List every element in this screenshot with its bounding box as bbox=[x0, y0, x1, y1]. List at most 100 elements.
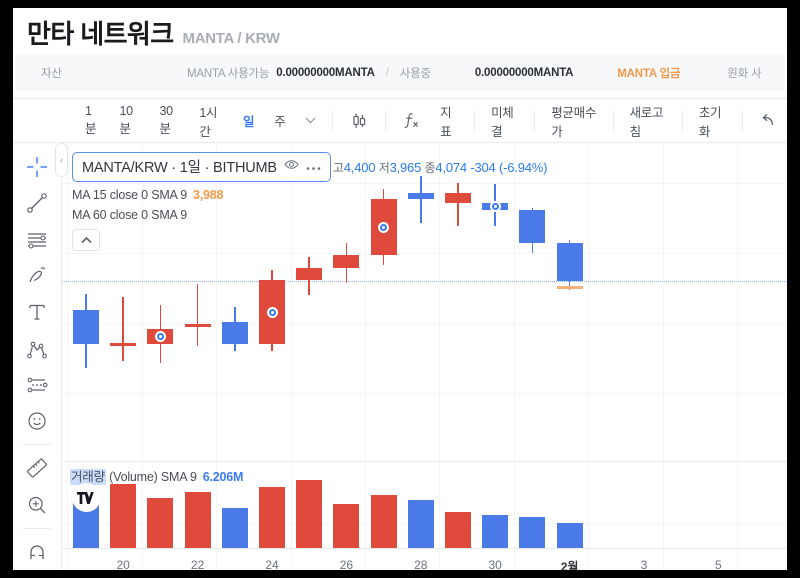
grid-line-v bbox=[513, 143, 515, 570]
candle-body bbox=[73, 310, 99, 345]
close-key: 종 bbox=[424, 161, 436, 176]
toolbar-divider-2 bbox=[385, 110, 387, 131]
interval-10m[interactable]: 10분 bbox=[119, 104, 134, 136]
candle-wick bbox=[457, 182, 459, 227]
candle-wick bbox=[420, 175, 422, 223]
toolbar-divider-5 bbox=[612, 110, 614, 131]
toolbar-divider-6 bbox=[682, 110, 683, 131]
trend-line-tool-icon[interactable] bbox=[18, 185, 56, 221]
toolbar-divider-4 bbox=[534, 110, 536, 131]
reset-button[interactable]: 초기화 bbox=[698, 105, 722, 139]
x-axis-label: 2월 bbox=[560, 560, 579, 570]
volume-title-highlight: 거래량 bbox=[70, 469, 106, 485]
header-divider bbox=[13, 98, 787, 99]
inuse-value: 0.00000000MANTA bbox=[474, 66, 574, 79]
brush-tool-icon[interactable] bbox=[18, 258, 56, 294]
magnet-tool-icon[interactable] bbox=[18, 534, 56, 570]
chevron-down-icon[interactable] bbox=[295, 99, 326, 143]
zoom-in-tool-icon[interactable] bbox=[18, 487, 56, 523]
crosshair-tool-icon[interactable] bbox=[18, 149, 56, 185]
collapse-toolbar-handle[interactable]: ‹ bbox=[55, 143, 68, 177]
volume-pane-divider bbox=[62, 461, 787, 462]
measure-tool-icon[interactable] bbox=[18, 450, 56, 486]
volume-pane: 거래량 (Volume) SMA 9 6.206M bbox=[62, 461, 787, 548]
interval-1d[interactable]: 일 bbox=[243, 115, 255, 129]
volume-bar bbox=[110, 483, 137, 548]
ma-15-value: 3,988 bbox=[193, 188, 224, 202]
candle-body bbox=[556, 243, 583, 282]
deposit-link[interactable]: MANTA 입금 bbox=[617, 67, 681, 80]
candle-wick bbox=[122, 296, 124, 361]
high-value: 4,400 bbox=[343, 160, 376, 176]
trade-marker[interactable] bbox=[378, 221, 390, 233]
avg-price-button[interactable]: 평균매수가 bbox=[551, 105, 597, 139]
volume-value: 6.206M bbox=[202, 470, 244, 484]
candle-body bbox=[110, 343, 137, 346]
candle-body bbox=[296, 268, 323, 281]
trade-marker[interactable] bbox=[154, 330, 166, 342]
grid-line-v bbox=[216, 143, 218, 570]
fib-retracement-tool-icon[interactable] bbox=[18, 222, 56, 258]
ma-15-label: MA 15 close 0 SMA 9 bbox=[72, 188, 188, 202]
interval-1h[interactable]: 1시간 bbox=[199, 105, 218, 139]
grid-line-v bbox=[290, 143, 292, 570]
volume-title-rest: (Volume) SMA 9 bbox=[105, 470, 197, 484]
grid-line-v bbox=[662, 143, 664, 570]
toolbar-separator bbox=[23, 444, 51, 446]
chart-legend: MANTA/KRW · 1일 · BITHUMB bbox=[72, 152, 547, 251]
eye-icon[interactable] bbox=[284, 157, 299, 177]
candle-wick bbox=[196, 283, 199, 346]
chart-area[interactable]: ‹ MANTA/KRW · 1일 · BITHUMB bbox=[55, 143, 787, 570]
volume-bar bbox=[221, 507, 248, 548]
open-orders-button[interactable]: 미체결 bbox=[491, 105, 514, 139]
grid-line-v bbox=[141, 143, 143, 570]
volume-bar bbox=[147, 498, 174, 548]
page-title: 만타 네트워크 bbox=[27, 19, 174, 49]
grid-line-v bbox=[365, 143, 366, 570]
trade-marker[interactable] bbox=[266, 306, 278, 318]
prediction-tool-icon[interactable] bbox=[18, 367, 56, 403]
x-axis-label: 30 bbox=[488, 558, 502, 570]
grid-line-h bbox=[62, 393, 787, 394]
function-icon[interactable] bbox=[392, 99, 430, 143]
ma-15-row: MA 15 close 0 SMA 9 3,988 bbox=[72, 188, 547, 202]
candle-body bbox=[333, 254, 360, 269]
page-header: 만타 네트워크 MANTA / KRW bbox=[13, 8, 787, 54]
asset-label: 자산 bbox=[41, 67, 62, 80]
volume-bar bbox=[296, 480, 323, 548]
interval-1w[interactable]: 주 bbox=[274, 115, 286, 129]
drawing-toolbar bbox=[13, 143, 62, 570]
grid-line-v bbox=[588, 143, 590, 570]
grid-line-h bbox=[62, 183, 787, 184]
x-axis-label: 28 bbox=[414, 558, 428, 570]
emoji-tool-icon[interactable] bbox=[18, 403, 56, 439]
grid-line-h bbox=[62, 253, 787, 254]
grid-line-v bbox=[439, 143, 441, 570]
pattern-tool-icon[interactable] bbox=[18, 330, 56, 366]
krw-label: 원화 사 bbox=[727, 67, 762, 80]
x-axis-label: 5 bbox=[715, 558, 722, 570]
chevron-up-icon[interactable] bbox=[72, 229, 100, 251]
interval-30m[interactable]: 30분 bbox=[159, 104, 173, 136]
interval-1m[interactable]: 1분 bbox=[85, 104, 97, 136]
low-value: 3,965 bbox=[389, 160, 422, 176]
candle-body bbox=[407, 192, 434, 200]
refresh-button[interactable]: 새로고침 bbox=[629, 105, 664, 139]
trade-marker[interactable] bbox=[489, 200, 501, 212]
x-axis[interactable]: 20 22 24 26 28 30 2월 3 5 bbox=[62, 548, 787, 570]
volume-legend: 거래량 (Volume) SMA 9 6.206M bbox=[70, 466, 243, 485]
symbol-selector[interactable]: MANTA/KRW · 1일 · BITHUMB bbox=[72, 152, 331, 182]
indicator-button[interactable]: 지표 bbox=[440, 105, 452, 139]
grid-line-v bbox=[737, 143, 738, 570]
candlestick-icon[interactable] bbox=[339, 99, 379, 143]
more-options-icon[interactable] bbox=[306, 158, 321, 176]
trading-page: 만타 네트워크 MANTA / KRW 자산 MANTA 사용가능 0.0000… bbox=[13, 8, 787, 570]
undo-icon[interactable] bbox=[749, 99, 787, 143]
toolbar-divider-7 bbox=[742, 110, 743, 131]
grid-line-h bbox=[62, 323, 787, 324]
tradingview-logo[interactable] bbox=[72, 483, 101, 512]
volume-bar bbox=[519, 516, 546, 548]
text-tool-icon[interactable] bbox=[18, 294, 56, 330]
chart-body: ‹ MANTA/KRW · 1일 · BITHUMB bbox=[13, 143, 787, 570]
low-key: 저 bbox=[378, 161, 390, 176]
